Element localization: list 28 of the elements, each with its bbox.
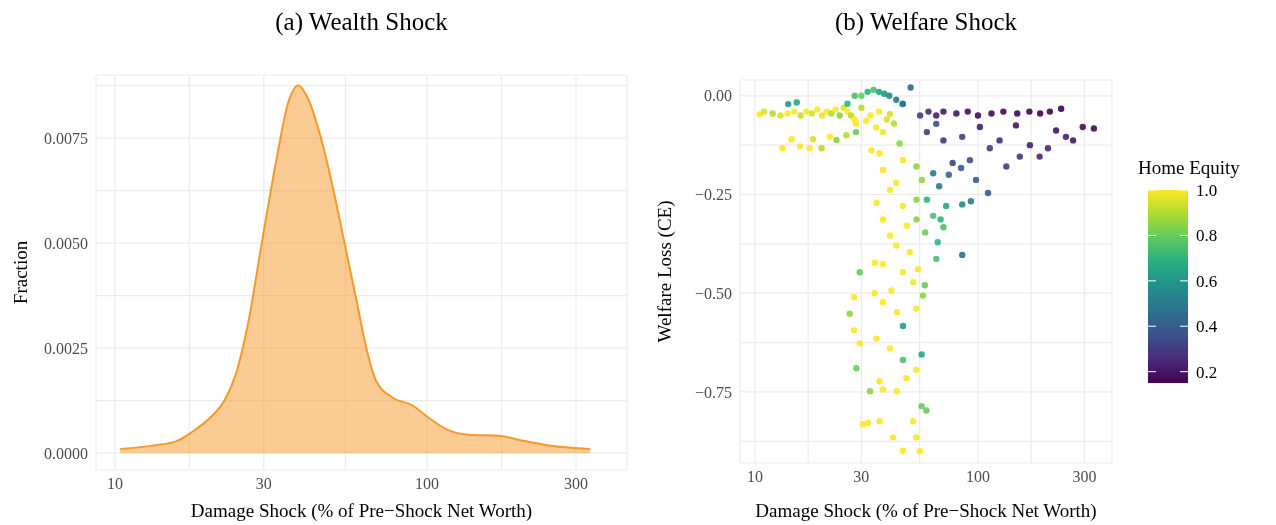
chart-title: (b) Welfare Shock: [833, 8, 1019, 36]
y-tick-label: −0.75: [694, 383, 732, 401]
y-axis-title: Welfare Loss (CE): [653, 200, 676, 343]
x-tick-label: 100: [965, 468, 990, 486]
x-tick-label: 30: [853, 468, 870, 486]
x-tick-label: 100: [415, 475, 440, 493]
color-bar-label: 1.0: [1196, 181, 1218, 200]
x-axis-title: Damage Shock (% of Pre−Shock Net Worth): [190, 500, 533, 522]
y-tick-label: 0.0075: [44, 129, 88, 147]
x-tick-label: 300: [564, 475, 588, 493]
color-bar-title: Home Equity: [1138, 157, 1240, 179]
color-bar-label: 0.8: [1196, 226, 1218, 246]
x-tick-label: 30: [255, 475, 272, 493]
y-tick-label: 0.0000: [44, 444, 88, 462]
y-tick-label: 0.0025: [44, 339, 88, 357]
x-tick-label: 10: [746, 468, 763, 486]
color-bar-label: 0.2: [1196, 362, 1218, 382]
chart-title: (a) Wealth Shock: [274, 8, 449, 36]
color-bar-label: 0.6: [1196, 271, 1218, 291]
y-tick-label: −0.50: [694, 284, 732, 302]
x-tick-label: 10: [106, 475, 123, 493]
x-axis-title: Damage Shock (% of Pre−Shock Net Worth): [755, 500, 1097, 522]
y-tick-label: 0.0050: [44, 234, 88, 252]
color-bar-label: 0.4: [1196, 317, 1218, 337]
y-tick-label: 0.00: [704, 87, 732, 105]
x-tick-label: 300: [1072, 468, 1097, 486]
y-tick-label: −0.25: [694, 186, 732, 204]
y-axis-title: Fraction: [9, 240, 31, 305]
